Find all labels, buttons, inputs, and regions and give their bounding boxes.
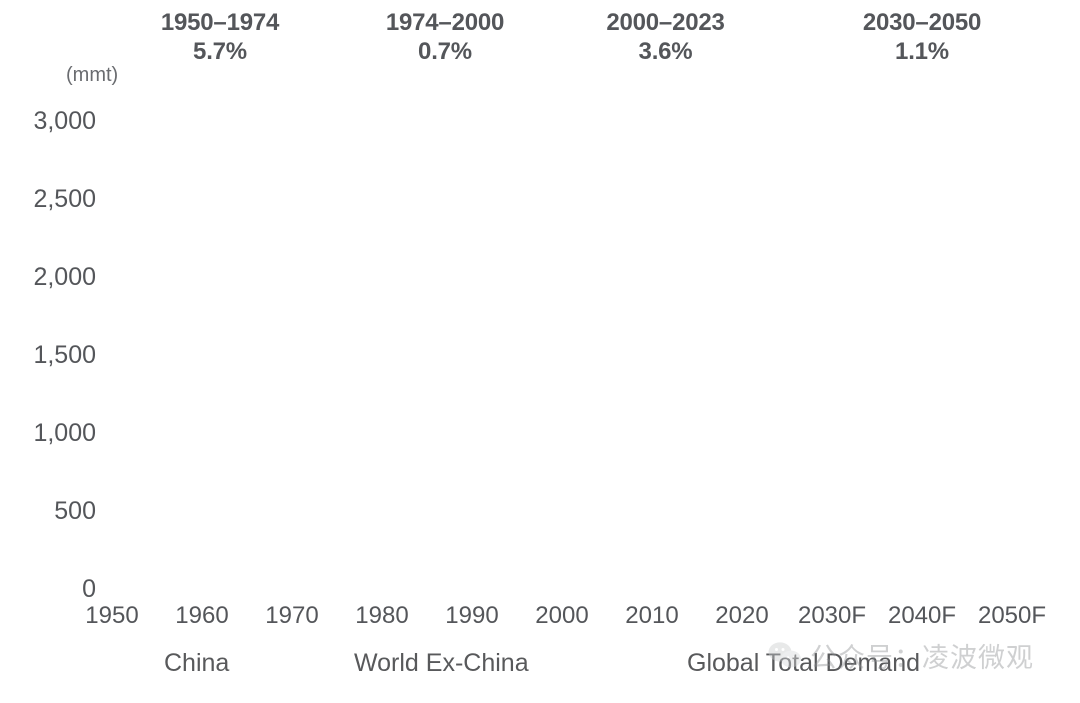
y-axis-tick-label: 500 [54, 497, 96, 525]
cagr-rate-label: 3.6% [638, 38, 693, 66]
y-axis-tick-label: 2,000 [33, 263, 96, 291]
x-axis-tick-label: 1990 [445, 602, 498, 629]
y-axis-tick-label: 1,000 [33, 419, 96, 447]
cagr-period-label: 1950–1974 [160, 9, 280, 36]
legend-label: Global Total Demand [687, 648, 921, 677]
x-axis-tick-label: 1950 [85, 602, 138, 629]
y-axis-tick-label: 2,500 [33, 185, 96, 213]
legend-swatch-icon [320, 650, 341, 677]
cagr-segment-1974-2000: 1974–2000 0.7% [335, 8, 555, 67]
x-axis-tick-label: 1970 [265, 602, 318, 629]
x-axis-tick-label: 2000 [535, 602, 588, 629]
legend-swatch-icon [130, 650, 151, 677]
cagr-period-label: 2000–2023 [606, 9, 725, 36]
cagr-segment-2030-2050: 2030–2050 1.1% [812, 8, 1032, 67]
cagr-segment-2000-2023: 2000–2023 3.6% [556, 8, 776, 67]
x-axis-tick-label: 2010 [625, 602, 678, 629]
cagr-period-label: 2030–2050 [862, 9, 982, 36]
x-axis-tick-label: 1980 [355, 602, 408, 629]
x-axis-tick-label: 1960 [175, 602, 228, 629]
cagr-rate-label: 1.1% [895, 38, 949, 66]
legend-line-icon [630, 659, 674, 667]
y-axis-tick-labels: 0 500 1,000 1,500 2,000 2,500 3,000 [33, 107, 96, 603]
y-axis-tick-label: 0 [82, 575, 96, 603]
x-axis-tick-label: 2040F [888, 602, 956, 629]
cagr-segment-1950-1974: 1950–1974 5.7% [110, 8, 330, 67]
x-axis-tick-label: 2030F [798, 602, 866, 629]
legend-item-global-total-demand[interactable]: Global Total Demand [630, 648, 920, 678]
cagr-header-band: 1950–1974 5.7% 1974–2000 0.7% 2000–2023 … [0, 8, 1080, 68]
y-axis-unit-label: (mmt) [66, 64, 119, 86]
y-axis-tick-label: 3,000 [33, 107, 96, 135]
x-axis-tick-label: 2050F [978, 602, 1046, 629]
cagr-period-label: 1974–2000 [385, 9, 505, 36]
cagr-rate-label: 0.7% [418, 38, 472, 66]
legend-label: World Ex-China [354, 648, 529, 677]
legend-label: China [164, 648, 230, 677]
y-axis-tick-label: 1,500 [33, 341, 96, 369]
chart-legend: China World Ex-China Global Total Demand [0, 648, 1080, 688]
cagr-rate-label: 5.7% [193, 38, 247, 66]
x-axis-tick-labels: 1950 1960 1970 1980 1990 2000 2010 2020 2030F 204… [85, 602, 1046, 629]
legend-item-china[interactable]: China [130, 648, 229, 678]
x-axis-tick-label: 2020 [715, 602, 768, 629]
legend-item-world-ex-china[interactable]: World Ex-China [320, 648, 529, 678]
